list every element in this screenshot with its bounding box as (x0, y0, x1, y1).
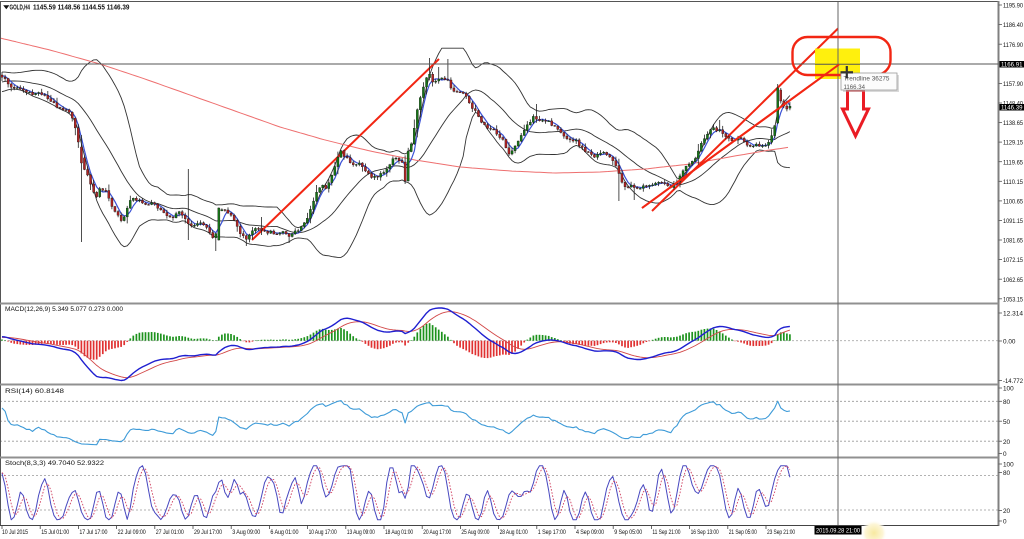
svg-text:20: 20 (1003, 508, 1011, 515)
svg-text:15 Jul 01:00: 15 Jul 01:00 (41, 530, 70, 536)
svg-text:0: 0 (1003, 451, 1007, 458)
svg-text:1081.65: 1081.65 (1003, 238, 1023, 245)
svg-text:4 Sep 09:00: 4 Sep 09:00 (576, 530, 605, 536)
svg-text:3 Aug 09:00: 3 Aug 09:00 (232, 530, 261, 536)
svg-text:1053.15: 1053.15 (1003, 296, 1023, 303)
svg-text:23 Sep 21:00: 23 Sep 21:00 (767, 530, 796, 536)
svg-text:100: 100 (1003, 462, 1014, 469)
svg-text:1195.90: 1195.90 (1003, 3, 1023, 10)
svg-text:18 Aug 01:00: 18 Aug 01:00 (385, 530, 414, 536)
svg-text:1072.15: 1072.15 (1003, 257, 1023, 264)
svg-text:Trendline 36275: Trendline 36275 (844, 76, 890, 83)
svg-text:GOLD,H4: GOLD,H4 (10, 3, 31, 12)
svg-text:1186.40: 1186.40 (1003, 22, 1023, 29)
svg-text:21 Sep 05:00: 21 Sep 05:00 (729, 530, 758, 536)
svg-text:MACD(12,26,9) 5.349 5.077 0.27: MACD(12,26,9) 5.349 5.077 0.273 0.000 (5, 306, 123, 313)
svg-text:25 Aug 09:00: 25 Aug 09:00 (461, 530, 490, 536)
svg-text:1119.65: 1119.65 (1003, 159, 1023, 166)
svg-text:29 Jul 17:00: 29 Jul 17:00 (194, 530, 223, 536)
svg-text:20 Aug 17:00: 20 Aug 17:00 (423, 530, 452, 536)
svg-text:1157.90: 1157.90 (1003, 81, 1023, 88)
svg-text:1166.91: 1166.91 (1001, 63, 1023, 69)
svg-text:1062.65: 1062.65 (1003, 277, 1023, 284)
svg-text:17 Jul 17:00: 17 Jul 17:00 (79, 530, 108, 536)
svg-text:11 Sep 21:00: 11 Sep 21:00 (652, 530, 681, 536)
svg-text:22 Jul 09:00: 22 Jul 09:00 (118, 530, 147, 536)
svg-text:Stoch(8,3,3) 49.7040 52.9322: Stoch(8,3,3) 49.7040 52.9322 (5, 460, 104, 467)
svg-text:13 Aug 09:00: 13 Aug 09:00 (347, 530, 376, 536)
svg-text:28 Aug 01:00: 28 Aug 01:00 (500, 530, 529, 536)
svg-text:-14.772: -14.772 (1003, 378, 1023, 385)
svg-text:80: 80 (1003, 470, 1011, 477)
svg-text:0.00: 0.00 (1003, 339, 1016, 346)
svg-text:1138.65: 1138.65 (1003, 120, 1023, 127)
svg-text:1166.34: 1166.34 (844, 84, 866, 91)
svg-text:27 Jul 01:00: 27 Jul 01:00 (156, 530, 185, 536)
svg-text:9 Sep 05:00: 9 Sep 05:00 (614, 530, 643, 536)
svg-text:1146.39: 1146.39 (1001, 106, 1023, 112)
svg-text:1110.15: 1110.15 (1003, 179, 1023, 186)
svg-text:2015.09.28 21:00: 2015.09.28 21:00 (816, 529, 861, 535)
svg-text:1129.15: 1129.15 (1003, 140, 1023, 147)
svg-text:0: 0 (1003, 519, 1007, 526)
svg-text:80: 80 (1003, 399, 1011, 406)
svg-text:10 Jul 2015: 10 Jul 2015 (2, 530, 29, 536)
svg-text:1091.15: 1091.15 (1003, 218, 1023, 225)
svg-text:12.314: 12.314 (1003, 311, 1023, 318)
svg-text:1100.65: 1100.65 (1003, 199, 1023, 206)
svg-text:1176.90: 1176.90 (1003, 42, 1023, 49)
svg-text:16 Sep 13:00: 16 Sep 13:00 (691, 530, 720, 536)
svg-text:20: 20 (1003, 439, 1011, 446)
svg-text:1 Sep 17:00: 1 Sep 17:00 (538, 530, 567, 536)
svg-text:50: 50 (1003, 419, 1011, 426)
svg-text:100: 100 (1003, 386, 1014, 393)
svg-text:1145.59 1148.56 1144.55 1146.3: 1145.59 1148.56 1144.55 1146.39 (33, 3, 130, 12)
svg-text:6 Aug 01:00: 6 Aug 01:00 (270, 530, 299, 536)
svg-text:10 Aug 17:00: 10 Aug 17:00 (309, 530, 338, 536)
svg-text:RSI(14) 60.8148: RSI(14) 60.8148 (5, 388, 64, 395)
